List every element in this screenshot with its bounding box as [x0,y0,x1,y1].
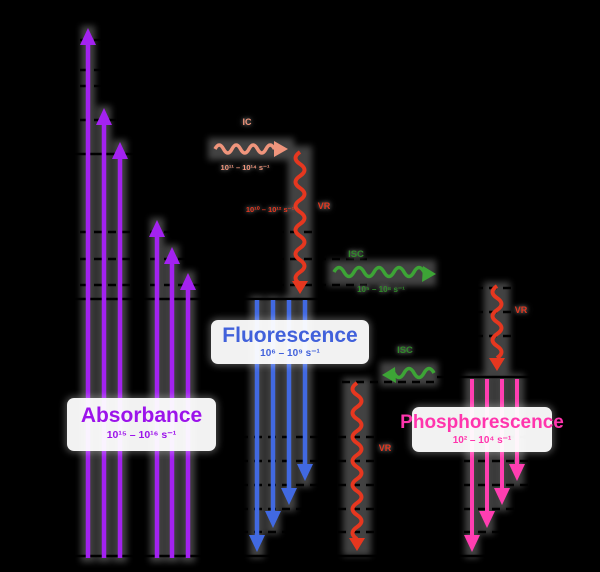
fluorescence-rate: 10⁶ – 10⁹ s⁻¹ [260,348,320,359]
vibrational-relaxation-label-3: VR [378,443,392,453]
fluorescence-title: Fluorescence [222,324,358,347]
vibrational-relaxation-wavy-arrows [292,150,505,551]
vibrational-relaxation-rate: 10¹⁰ – 10¹² s⁻¹ [245,205,295,214]
vibrational-relaxation-label-2: VR [514,305,528,315]
intersystem-crossing-wavy-arrows [332,265,436,383]
absorbance-rate: 10¹⁵ – 10¹⁶ s⁻¹ [106,429,177,441]
phosphorescence-arrows [464,379,525,552]
arrow-glow-halos [81,26,524,562]
internal-conversion-rate: 10¹¹ – 10¹⁴ s⁻¹ [220,163,270,172]
internal-conversion-label: IC [242,117,252,127]
absorbance-arrows [80,28,196,558]
absorbance-title: Absorbance [80,404,203,427]
fluorescence-label-box: Fluorescence 10⁶ – 10⁹ s⁻¹ [211,320,369,364]
intersystem-crossing-label-1: ISC [348,249,364,260]
phosphorescence-title: Phosphorescence [400,412,564,433]
intersystem-crossing-label-2: ISC [397,345,413,356]
intersystem-crossing-rate: 10⁵ – 10⁸ s⁻¹ [357,285,405,294]
phosphorescence-label-box: Phosphorescence 10² – 10⁴ s⁻¹ [400,407,564,452]
vibrational-relaxation-label-1: VR [317,201,331,211]
phosphorescence-rate: 10² – 10⁴ s⁻¹ [452,435,512,446]
absorbance-label-box: Absorbance 10¹⁵ – 10¹⁶ s⁻¹ [67,398,216,451]
internal-conversion-wavy-arrow [213,141,288,157]
